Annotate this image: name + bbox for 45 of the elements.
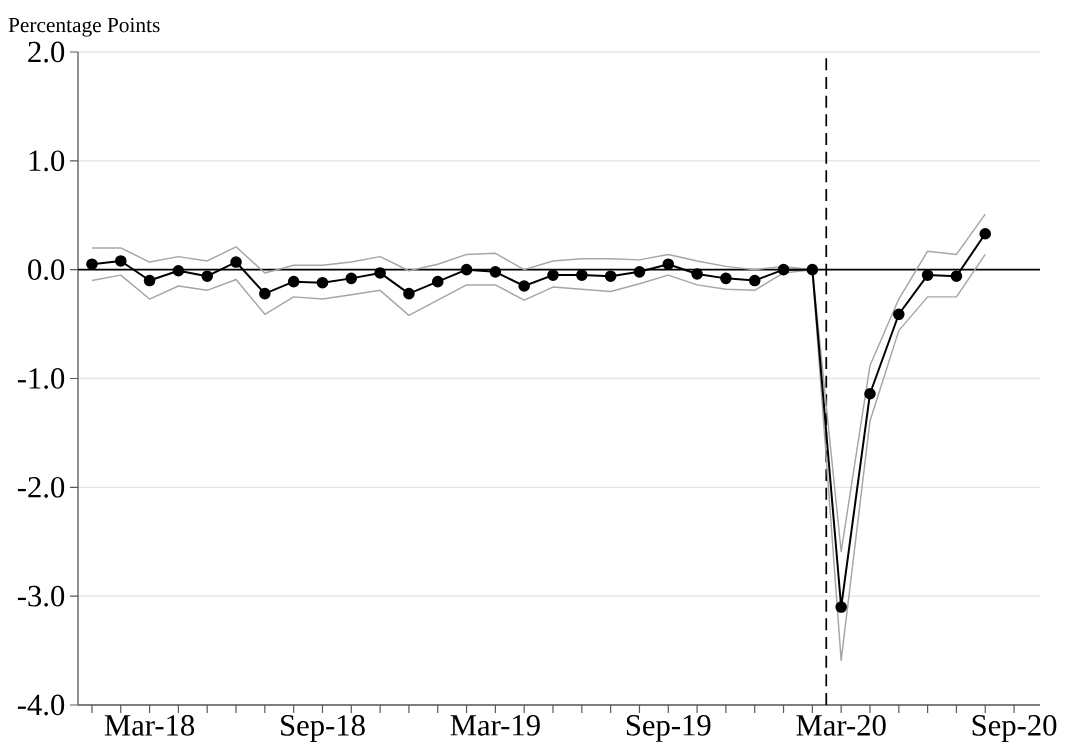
y-tick-label: -4.0 xyxy=(17,694,65,716)
y-tick-label: 0.0 xyxy=(28,259,65,281)
x-tick-label: Sep-20 xyxy=(972,715,1057,742)
point xyxy=(172,264,185,277)
point xyxy=(604,270,617,282)
point xyxy=(143,274,156,287)
point xyxy=(345,272,358,285)
point xyxy=(777,263,790,276)
point xyxy=(835,601,847,613)
point xyxy=(979,227,992,240)
x-tick-label: Mar-19 xyxy=(450,715,540,736)
point xyxy=(287,275,300,288)
point xyxy=(518,280,530,292)
point xyxy=(403,287,415,300)
point xyxy=(806,263,819,276)
point xyxy=(864,387,876,400)
y-tick-label: -2.0 xyxy=(17,476,65,498)
point xyxy=(201,270,214,282)
point xyxy=(114,255,127,267)
y-tick-label: 1.0 xyxy=(29,150,65,172)
x-tick-label: Sep-19 xyxy=(626,715,711,742)
point xyxy=(691,268,703,280)
point xyxy=(259,287,271,300)
point xyxy=(921,269,934,281)
point xyxy=(893,308,905,321)
point xyxy=(547,269,559,281)
x-tick-label: Mar-20 xyxy=(796,715,886,736)
point xyxy=(230,256,242,268)
y-tick-label: -1.0 xyxy=(17,368,65,389)
point xyxy=(720,272,732,285)
point xyxy=(748,274,761,287)
point xyxy=(431,275,444,288)
point xyxy=(316,276,329,289)
point xyxy=(576,269,588,281)
point xyxy=(460,263,473,276)
x-tick-label: Mar-18 xyxy=(104,715,195,736)
point xyxy=(950,270,963,282)
y-tick-label: 2.0 xyxy=(28,41,65,63)
x-tick-label: Sep-18 xyxy=(281,715,365,742)
point xyxy=(374,267,386,279)
y-axis-title: Percentage Points xyxy=(8,17,160,37)
point xyxy=(489,266,502,278)
point xyxy=(633,266,646,278)
y-tick-label: -3.0 xyxy=(17,585,65,607)
line-series xyxy=(91,213,986,553)
